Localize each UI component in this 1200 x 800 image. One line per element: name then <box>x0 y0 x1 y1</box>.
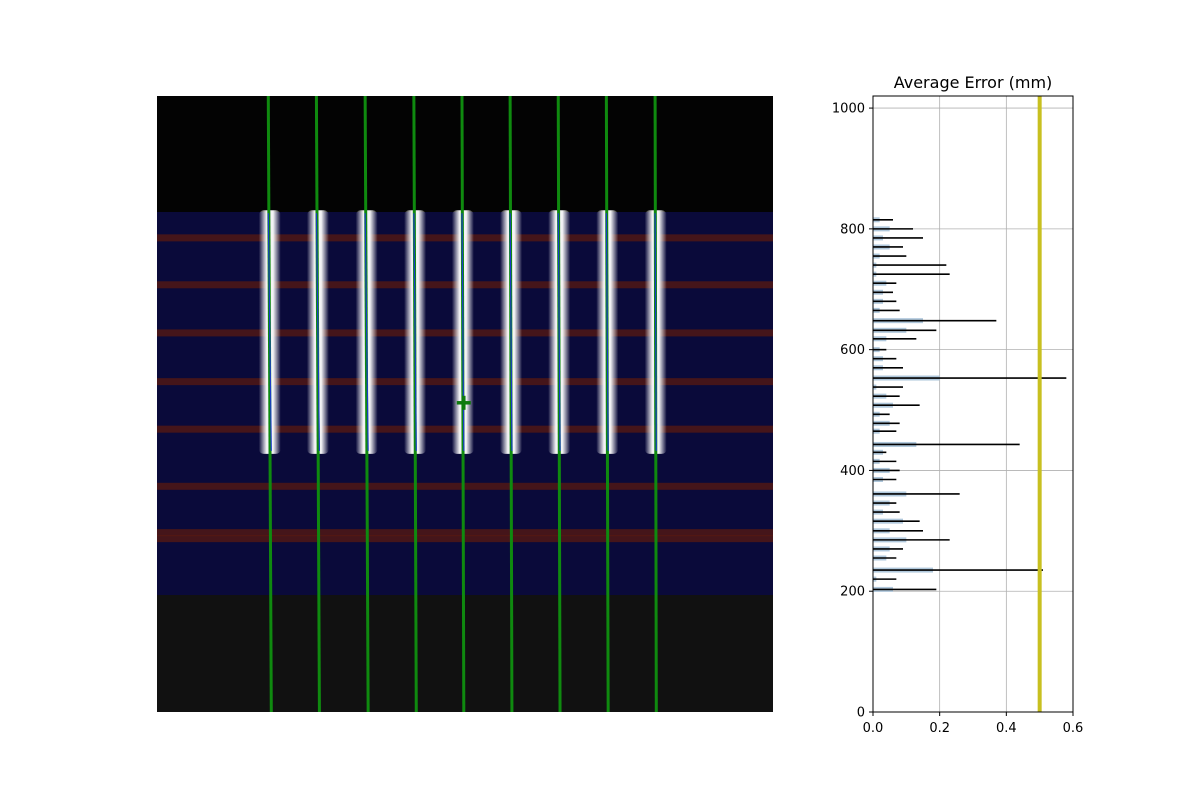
plot-area <box>873 96 1073 712</box>
fitted-line <box>364 213 369 451</box>
image-panel <box>157 96 773 712</box>
detected-line <box>266 96 273 712</box>
fitted-line <box>413 213 417 451</box>
y-tick-label: 400 <box>840 464 865 479</box>
plot-frame <box>872 95 1074 713</box>
y-axis-ticks: 0 200 400 600 800 1000 <box>832 102 873 721</box>
error-row <box>157 535 773 543</box>
y-tick-label: 800 <box>840 222 865 237</box>
y-tick-label: 200 <box>840 585 865 600</box>
x-tick-label: 0.2 <box>929 721 950 736</box>
y-tick-label: 0 <box>857 706 865 721</box>
x-tick-label: 0.0 <box>863 721 884 736</box>
fitted-line <box>557 213 561 451</box>
y-tick-label: 1000 <box>832 102 865 117</box>
center-marker <box>456 395 471 410</box>
fitted-line <box>509 213 513 451</box>
fitted-line <box>654 213 657 451</box>
detected-line <box>363 96 370 712</box>
y-tick-label: 600 <box>840 343 865 358</box>
x-tick-label: 0.4 <box>996 721 1017 736</box>
bar-chart: 0.0 0.2 0.4 0.6 0 200 400 600 800 1000 Average E… <box>832 73 1083 736</box>
fitted-line <box>267 213 272 451</box>
detected-lines <box>266 96 658 712</box>
bars <box>873 217 1067 592</box>
chart-title: Average Error (mm) <box>894 73 1053 92</box>
fitted-line <box>605 213 609 451</box>
x-axis-ticks: 0.0 0.2 0.4 0.6 <box>863 712 1084 736</box>
detected-line <box>314 96 321 712</box>
x-tick-label: 0.6 <box>1063 721 1084 736</box>
fitted-line <box>315 213 321 451</box>
error-row <box>157 529 773 537</box>
error-row <box>157 482 773 490</box>
fitted-line <box>461 213 465 451</box>
detected-line <box>412 96 418 712</box>
